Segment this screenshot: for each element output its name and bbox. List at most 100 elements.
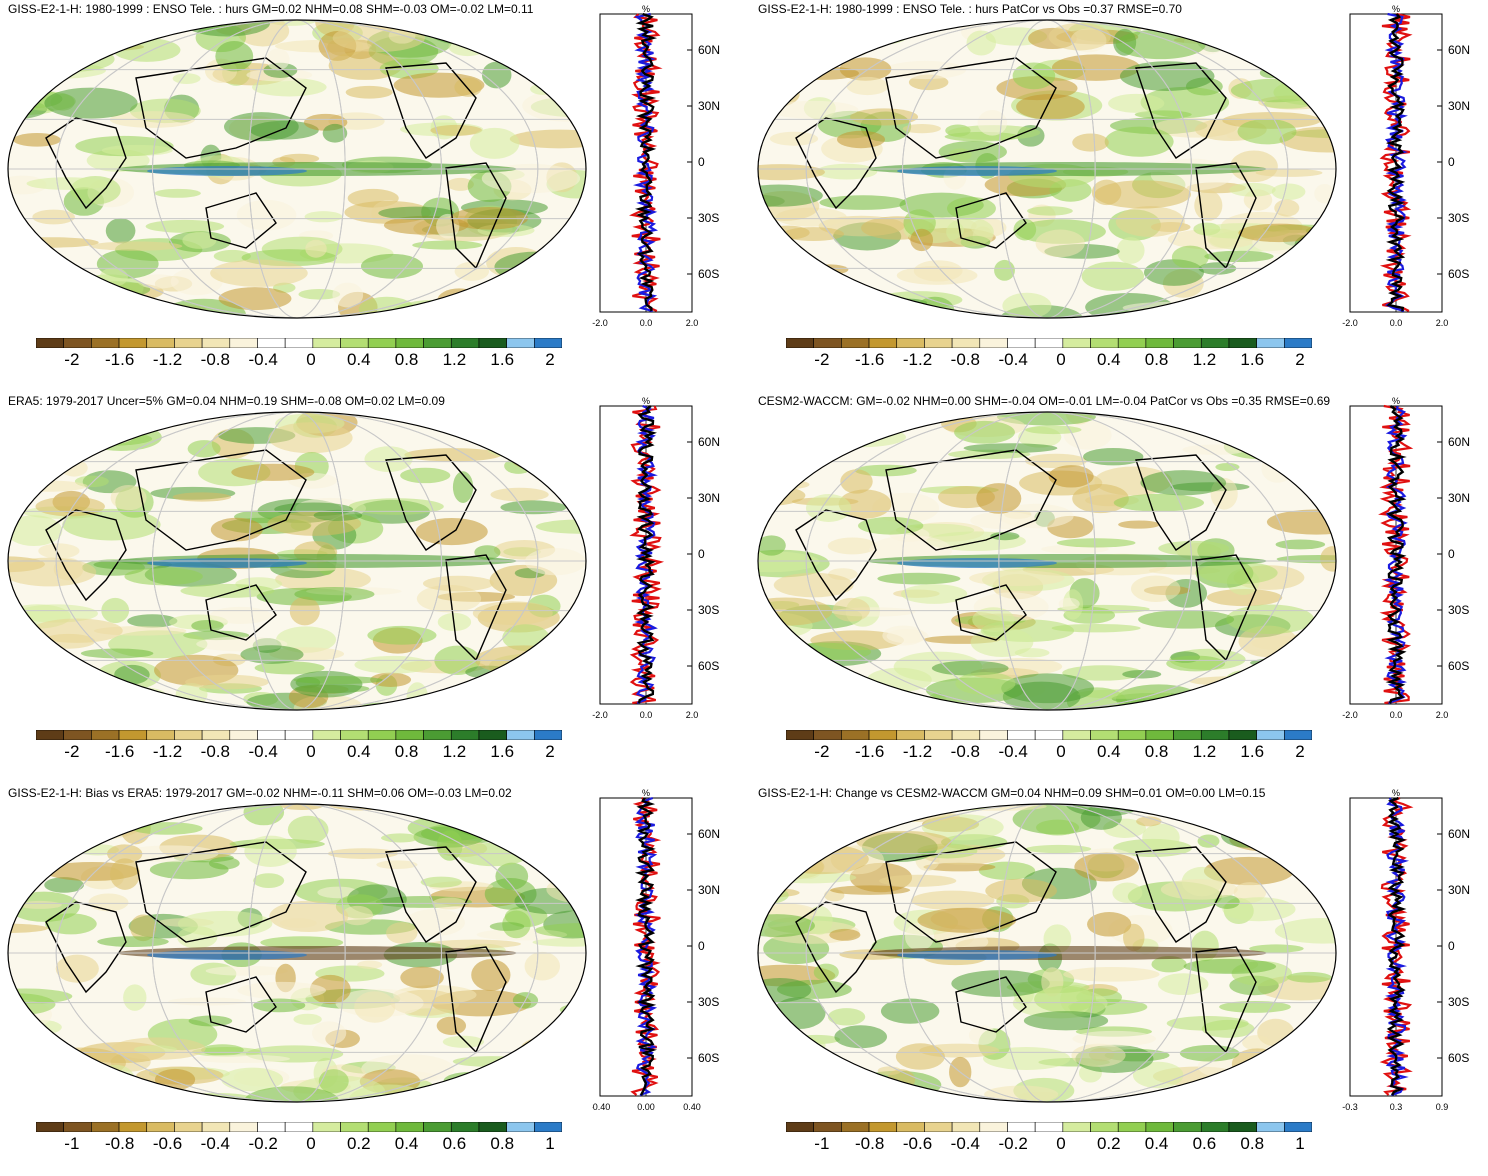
zonal-profile: % 60N 30N 0 30S 60S -2.0 0.0 2.0 — [592, 396, 720, 720]
colorbar-swatch — [924, 1122, 953, 1132]
profile-lat-label: 30S — [698, 211, 719, 225]
profile-unit: % — [642, 4, 650, 14]
colorbar-swatch — [36, 338, 64, 348]
colorbar-tick-label: 2 — [1295, 742, 1305, 761]
colorbar-tick-label: 0.4 — [346, 350, 371, 369]
colorbar-swatch — [786, 1122, 814, 1132]
colorbar — [36, 730, 562, 740]
colorbar-swatch — [868, 730, 898, 740]
colorbar-tick-label: -1.6 — [855, 742, 885, 761]
profile-curve — [634, 12, 658, 311]
colorbar-tick-label: 0.2 — [1096, 1134, 1121, 1153]
colorbar-swatch — [534, 1122, 562, 1132]
colorbar-swatch — [284, 1122, 314, 1132]
colorbar-tick-label: 0.8 — [1240, 1134, 1265, 1153]
profile-lat-label: 60S — [1448, 1051, 1469, 1065]
colorbar-tick-label: -2 — [64, 742, 80, 761]
colorbar-swatch — [924, 338, 953, 348]
colorbar-swatch — [63, 730, 92, 740]
colorbar-tick-label: 1.2 — [1192, 350, 1217, 369]
panel-6: GISS-E2-1-H: Change vs CESM2-WACCM GM=0.… — [750, 784, 1488, 1176]
profile-lat-label: 30N — [698, 883, 720, 897]
profile-curve — [1385, 405, 1407, 704]
colorbar-tick-label: 0.8 — [1144, 350, 1169, 369]
colorbar-swatch — [813, 338, 842, 348]
colorbar-tick-label: -0.8 — [105, 1134, 135, 1153]
colorbar-swatch — [312, 730, 341, 740]
colorbar-tick-label: -2 — [814, 350, 830, 369]
colorbar-tick-label: 1 — [545, 1134, 555, 1153]
colorbar-tick-label: -0.4 — [998, 350, 1028, 369]
colorbar-swatch — [1145, 338, 1174, 348]
colorbar-tick-label: 0.4 — [394, 1134, 419, 1153]
colorbar-swatch — [146, 1122, 175, 1132]
colorbar-tick-label: -2 — [64, 350, 80, 369]
colorbar-tick-label: 1.2 — [442, 350, 467, 369]
profile-curve — [1384, 12, 1408, 313]
colorbar-tick-label: -0.8 — [200, 350, 230, 369]
colorbar-swatch — [478, 338, 507, 348]
colorbar-labels: -2 -1.6 -1.2 -0.8 -0.4 0 0.4 0.8 1.2 1.6 2 — [786, 742, 1312, 764]
colorbar — [786, 338, 1312, 348]
colorbar-swatch — [395, 338, 424, 348]
world-map — [757, 411, 1337, 711]
colorbar-swatch — [1062, 1122, 1091, 1132]
profile-x-tick: -0.3 — [1342, 1102, 1358, 1112]
colorbar-swatch — [841, 730, 870, 740]
colorbar-tick-label: -1.2 — [152, 350, 183, 369]
profile-lat-label: 30S — [1448, 995, 1469, 1009]
colorbar-swatch — [312, 1122, 341, 1132]
map-outline — [7, 411, 587, 711]
colorbar-swatch — [896, 338, 925, 348]
profile-curve — [636, 405, 657, 704]
colorbar-tick-label: -0.4 — [950, 1134, 980, 1153]
map-outline — [7, 803, 587, 1103]
colorbar-swatch — [423, 338, 452, 348]
colorbar-swatch — [506, 730, 535, 740]
profile-x-tick: 0.0 — [1390, 318, 1403, 328]
colorbar-swatch — [1007, 730, 1036, 740]
colorbar — [786, 730, 1312, 740]
panel-4: CESM2-WACCM: GM=-0.02 NHM=0.00 SHM=-0.04… — [750, 392, 1488, 784]
colorbar-swatch — [450, 730, 480, 740]
panel-title: ERA5: 1979-2017 Uncer=5% GM=0.04 NHM=0.1… — [8, 394, 445, 408]
colorbar-tick-label: -0.2 — [248, 1134, 278, 1153]
colorbar-tick-label: 0 — [306, 1134, 316, 1153]
colorbar-swatch — [174, 730, 203, 740]
colorbar-tick-label: -0.6 — [902, 1134, 933, 1153]
colorbar-swatch — [1173, 730, 1202, 740]
colorbar-swatch — [1090, 730, 1119, 740]
world-map — [7, 19, 587, 319]
colorbar-tick-label: 0 — [1056, 742, 1066, 761]
zonal-profile: % 60N 30N 0 30S 60S -0.3 0.3 0.9 — [1342, 788, 1470, 1112]
zonal-profile: % 60N 30N 0 30S 60S -2.0 0.0 2.0 — [1342, 4, 1470, 328]
colorbar-swatch — [284, 338, 314, 348]
colorbar-swatch — [1034, 730, 1064, 740]
profile-curve — [633, 12, 659, 313]
colorbar-swatch — [257, 1122, 286, 1132]
profile-lat-label: 60S — [1448, 267, 1469, 281]
profile-x-tick: 0.0 — [640, 318, 653, 328]
profile-lat-label: 0 — [698, 939, 705, 953]
zonal-profile: % 60N 30N 0 30S 60S -2.0 0.0 2.0 — [1342, 396, 1470, 720]
colorbar-swatch — [229, 1122, 258, 1132]
profile-lat-label: 60S — [1448, 659, 1469, 673]
colorbar-swatch — [1256, 338, 1285, 348]
colorbar-swatch — [924, 730, 953, 740]
colorbar-swatch — [450, 1122, 480, 1132]
profile-lat-label: 30N — [1448, 491, 1470, 505]
colorbar-tick-label: -0.4 — [998, 742, 1028, 761]
colorbar-swatch — [868, 1122, 898, 1132]
colorbar-tick-label: -0.4 — [200, 1134, 230, 1153]
colorbar-swatch — [1117, 338, 1147, 348]
profile-lat-label: 0 — [1448, 547, 1455, 561]
colorbar-tick-label: 0.2 — [346, 1134, 371, 1153]
colorbar-swatch — [367, 1122, 397, 1132]
colorbar-tick-label: 0 — [1056, 1134, 1066, 1153]
profile-lat-label: 60N — [698, 827, 720, 841]
profile-lat-label: 0 — [698, 547, 705, 561]
colorbar-tick-label: 0 — [1056, 350, 1066, 369]
colorbar-swatch — [896, 730, 925, 740]
profile-curve — [1385, 13, 1406, 312]
colorbar-tick-label: 0.6 — [442, 1134, 467, 1153]
